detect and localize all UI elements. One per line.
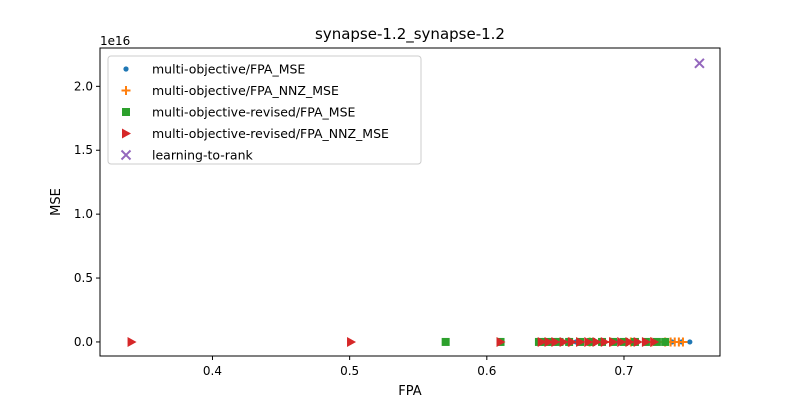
data-point	[567, 336, 577, 347]
legend-entry: multi-objective/FPA_MSE	[123, 62, 305, 77]
data-point	[617, 336, 627, 347]
series-5	[694, 58, 705, 69]
legend-label: learning-to-rank	[152, 148, 254, 163]
data-point	[625, 336, 635, 347]
legend-label: multi-objective/FPA_MSE	[152, 62, 305, 77]
y-axis: 0.0 0.5 1.0 1.5 2.0	[74, 79, 100, 349]
y-tick-label: 0.0	[74, 335, 93, 349]
legend: multi-objective/FPA_MSE multi-objective/F…	[107, 55, 422, 165]
data-point	[633, 336, 643, 347]
data-point	[650, 336, 660, 347]
x-axis: 0.4 0.5 0.6 0.7	[203, 356, 634, 378]
y-axis-label: MSE	[49, 188, 64, 216]
data-point	[641, 336, 651, 347]
data-point	[441, 337, 450, 346]
legend-entry: multi-objective/FPA_NNZ_MSE	[121, 83, 339, 98]
data-point	[496, 336, 506, 347]
y-tick-label: 1.5	[74, 143, 93, 157]
legend-marker	[122, 128, 131, 139]
data-point	[609, 336, 619, 347]
legend-entry: multi-objective-revised/FPA_NNZ_MSE	[122, 126, 389, 141]
legend-marker	[121, 86, 131, 95]
data-point	[687, 339, 693, 345]
series-4	[127, 336, 660, 347]
data-point	[576, 336, 586, 347]
legend-marker	[120, 149, 132, 161]
legend-entry: multi-objective-revised/FPA_MSE	[122, 105, 356, 120]
legend-label: multi-objective-revised/FPA_NNZ_MSE	[152, 126, 389, 141]
legend-box	[107, 55, 422, 165]
x-tick-label: 0.6	[477, 364, 496, 378]
data-point	[592, 336, 602, 347]
data-point	[678, 337, 688, 347]
x-tick-label: 0.4	[203, 364, 222, 378]
legend-label: multi-objective-revised/FPA_MSE	[152, 105, 356, 120]
y-tick-label: 2.0	[74, 79, 93, 93]
x-axis-label: FPA	[398, 384, 421, 399]
data-point	[559, 336, 569, 347]
y-axis-offset-label: 1e16	[100, 34, 130, 48]
legend-entry: learning-to-rank	[120, 148, 254, 163]
plot-marks	[127, 58, 705, 347]
data-point	[537, 336, 547, 347]
data-point	[127, 336, 137, 347]
y-tick-label: 1.0	[74, 207, 93, 221]
data-point	[544, 336, 554, 347]
data-point	[600, 336, 610, 347]
legend-marker	[122, 108, 130, 116]
x-tick-label: 0.5	[340, 364, 359, 378]
legend-marker	[123, 66, 129, 72]
data-point	[551, 336, 561, 347]
chart-title: synapse-1.2_synapse-1.2	[315, 25, 505, 44]
data-point	[694, 58, 705, 69]
plot-frame	[99, 47, 721, 357]
x-tick-label: 0.7	[614, 364, 633, 378]
y-tick-label: 0.5	[74, 271, 93, 285]
data-point	[347, 336, 357, 347]
legend-label: multi-objective/FPA_NNZ_MSE	[152, 83, 339, 98]
data-point	[661, 337, 670, 346]
data-point	[584, 336, 594, 347]
